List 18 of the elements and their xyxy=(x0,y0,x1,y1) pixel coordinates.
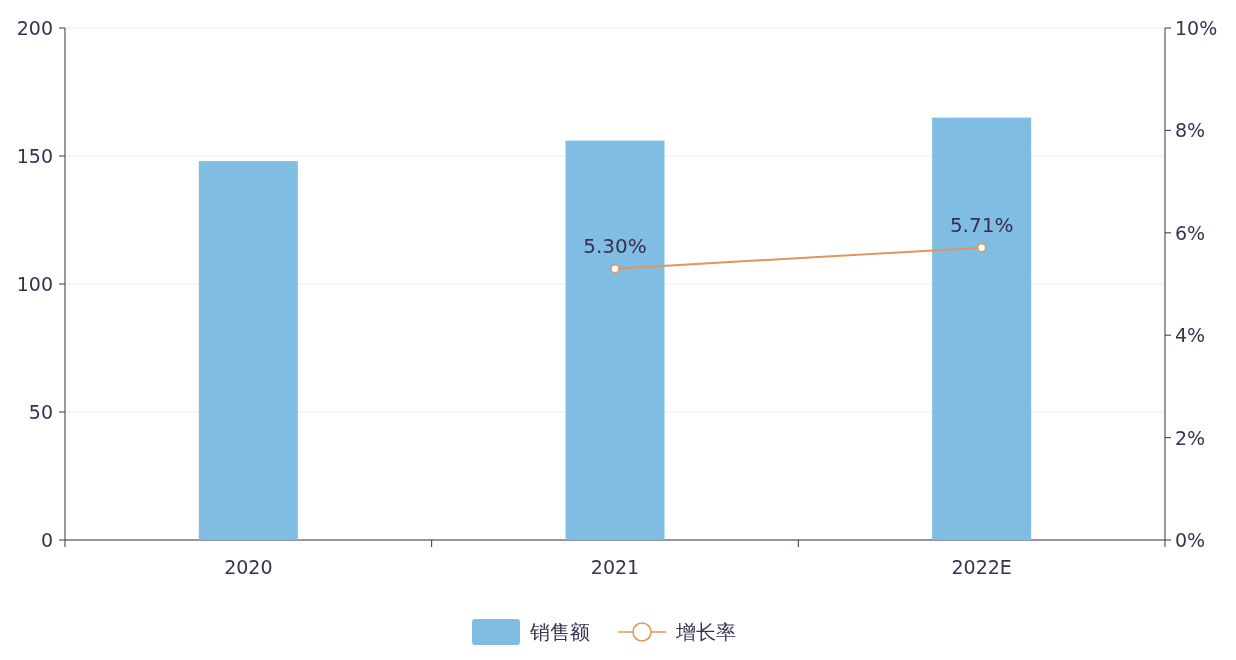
legend-label: 增长率 xyxy=(675,620,736,644)
y-tick-label: 150 xyxy=(16,145,53,167)
data-label: 5.30% xyxy=(583,233,647,258)
y2-tick-label: 4% xyxy=(1175,324,1206,347)
y2-tick-label: 8% xyxy=(1175,119,1206,142)
y2-tick-label: 2% xyxy=(1175,426,1206,449)
y2-tick-label: 6% xyxy=(1175,221,1206,244)
y-tick-label: 0 xyxy=(40,529,53,551)
x-tick-label: 2021 xyxy=(590,556,640,578)
y-tick-label: 100 xyxy=(16,273,53,295)
data-label: 5.71% xyxy=(949,212,1014,237)
y2-tick-label: 0% xyxy=(1175,529,1206,551)
y2-tick-label: 10% xyxy=(1175,17,1218,39)
legend-label: 销售额 xyxy=(529,620,590,644)
x-tick-label: 2022E xyxy=(951,556,1012,578)
y-tick-label: 200 xyxy=(16,17,53,39)
y-tick-label: 50 xyxy=(28,401,53,423)
x-tick-label: 2020 xyxy=(224,556,273,578)
